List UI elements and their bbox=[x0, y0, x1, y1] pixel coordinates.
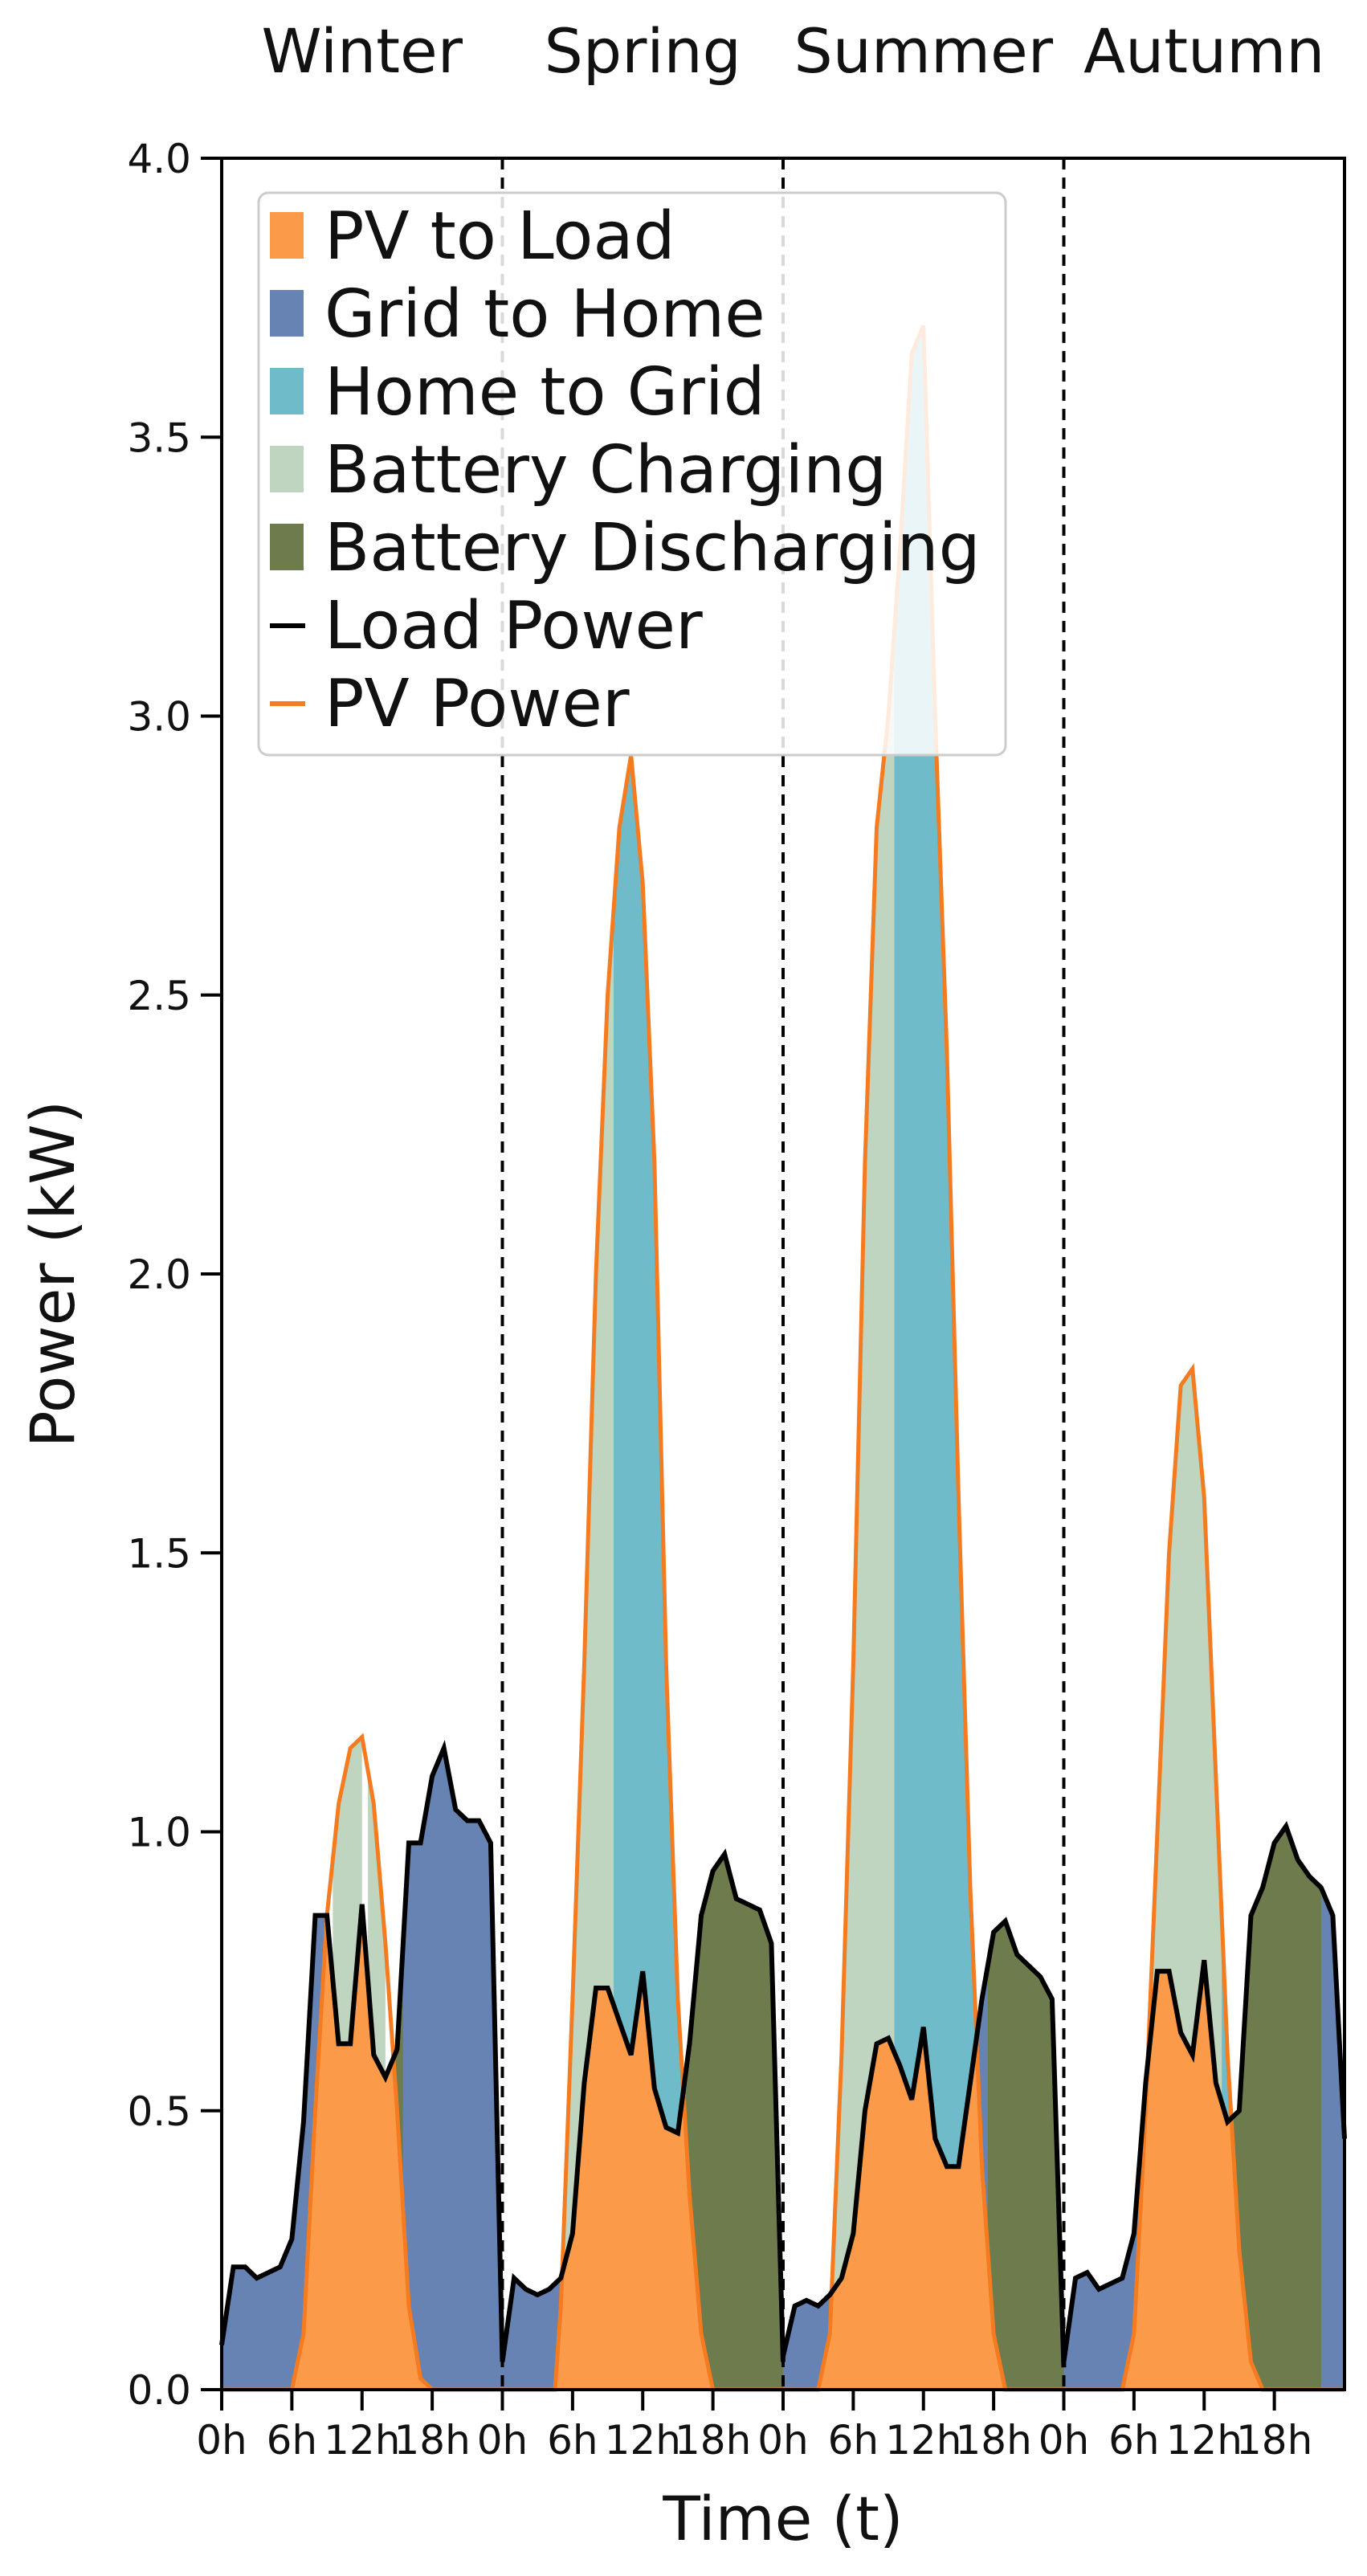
season-labels: Winter Spring Summer Autumn bbox=[261, 15, 1324, 87]
x-tick-label: 0h bbox=[477, 2417, 528, 2464]
y-axis-ticks: 0.0 0.5 1.0 1.5 2.0 2.5 3.0 3.5 4.0 bbox=[127, 136, 222, 2414]
load-power-line bbox=[1061, 1821, 1347, 2362]
y-axis-label: Power (kW) bbox=[17, 1100, 88, 1447]
home-to-grid-area bbox=[894, 325, 977, 2167]
legend-label: Battery Discharging bbox=[324, 510, 981, 586]
load-power-line bbox=[500, 1848, 786, 2362]
y-tick-label: 2.5 bbox=[127, 973, 191, 1019]
season-label: Spring bbox=[545, 15, 741, 87]
x-tick-label: 18h bbox=[394, 2417, 470, 2464]
x-tick-label: 18h bbox=[955, 2417, 1031, 2464]
legend-label: Grid to Home bbox=[324, 276, 765, 353]
legend-label: Battery Charging bbox=[324, 432, 887, 508]
legend-label: Home to Grid bbox=[324, 354, 765, 431]
pv-to-load-area bbox=[222, 1904, 503, 2390]
battery-charging-area bbox=[1148, 1369, 1222, 2103]
x-tick-label: 12h bbox=[885, 2417, 961, 2464]
x-tick-label: 6h bbox=[547, 2417, 598, 2464]
battery-discharging-area bbox=[684, 1854, 783, 2390]
pv-to-load-area bbox=[502, 1971, 783, 2390]
legend-box bbox=[257, 191, 1007, 757]
legend-label: Load Power bbox=[324, 588, 703, 664]
load-power-line bbox=[781, 1917, 1067, 2368]
season-label: Autumn bbox=[1083, 15, 1324, 87]
battery-charging-area bbox=[368, 1770, 386, 2078]
y-tick-label: 4.0 bbox=[127, 136, 191, 182]
x-tick-label: 18h bbox=[675, 2417, 751, 2464]
x-tick-label: 6h bbox=[1108, 2417, 1160, 2464]
y-tick-label: 0.0 bbox=[127, 2367, 191, 2414]
y-tick-label: 2.0 bbox=[127, 1251, 191, 1298]
load-power-line bbox=[219, 1739, 505, 2362]
legend-label: PV Power bbox=[324, 666, 630, 742]
x-tick-label: 12h bbox=[605, 2417, 681, 2464]
x-tick-label: 0h bbox=[1039, 2417, 1090, 2464]
pv-to-load-area bbox=[783, 2027, 1064, 2390]
legend-swatch bbox=[270, 212, 304, 259]
x-tick-label: 0h bbox=[196, 2417, 247, 2464]
season-label: Winter bbox=[261, 15, 463, 87]
y-tick-label: 0.5 bbox=[127, 2088, 191, 2135]
x-tick-label: 6h bbox=[267, 2417, 318, 2464]
season-label: Summer bbox=[794, 15, 1054, 87]
legend-swatch bbox=[270, 524, 304, 570]
battery-discharging-area bbox=[1233, 1826, 1321, 2390]
legend-swatch bbox=[270, 290, 304, 337]
x-tick-label: 12h bbox=[1166, 2417, 1243, 2464]
battery-discharging-area bbox=[987, 1921, 1064, 2390]
x-tick-label: 12h bbox=[324, 2417, 400, 2464]
legend-swatch bbox=[270, 446, 304, 492]
pv-to-load-area bbox=[1063, 1960, 1345, 2390]
plot-areas bbox=[222, 325, 1345, 2390]
y-tick-label: 3.5 bbox=[127, 414, 191, 461]
home-to-grid-area bbox=[613, 755, 683, 2133]
y-tick-label: 1.0 bbox=[127, 1810, 191, 1856]
home-to-grid-area bbox=[1222, 1915, 1231, 2122]
x-tick-label: 6h bbox=[828, 2417, 879, 2464]
y-tick-label: 3.0 bbox=[127, 694, 191, 741]
legend-label: PV to Load bbox=[324, 198, 675, 275]
x-tick-label: 18h bbox=[1236, 2417, 1312, 2464]
y-tick-label: 1.5 bbox=[127, 1530, 191, 1577]
legend-swatch bbox=[270, 368, 304, 414]
x-axis-label: Time (t) bbox=[662, 2483, 903, 2554]
x-tick-label: 0h bbox=[757, 2417, 809, 2464]
